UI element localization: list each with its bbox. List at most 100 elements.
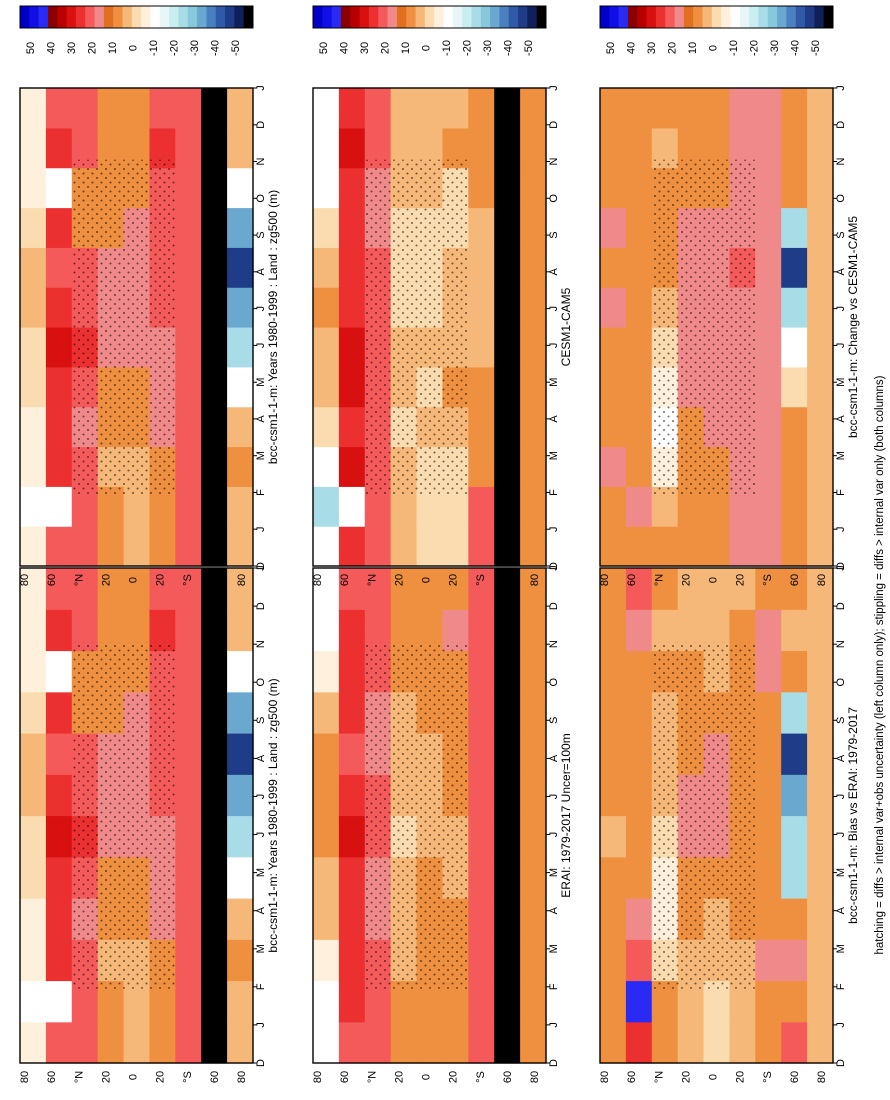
heatmap-cell: [468, 526, 495, 567]
colorbar-tick-label: -30: [769, 40, 781, 56]
heatmap-cell: [468, 127, 495, 169]
heatmap-cell: [175, 446, 202, 487]
month-tick-label: J: [255, 1022, 267, 1028]
heatmap-cell: [755, 446, 782, 487]
heatmap-cell: [494, 406, 521, 448]
heatmap-cell: [807, 406, 834, 448]
month-tick-label: S: [835, 231, 847, 238]
heatmap-cell: [494, 366, 521, 408]
heatmap-cell: [227, 207, 254, 248]
colorbar-tick-label: 30: [359, 42, 371, 54]
heatmap-cell: [600, 167, 627, 209]
heatmap-cell: [201, 774, 228, 817]
heatmap-cell: [201, 815, 228, 858]
colorbar-tick-label: -40: [210, 40, 222, 56]
heatmap-cell: [20, 247, 47, 288]
heatmap-cell: [20, 650, 47, 693]
heatmap-cell: [338, 980, 366, 1023]
colorbar-swatch: [169, 6, 179, 28]
latitude-tick-label: 60: [339, 574, 351, 586]
heatmap-cell: [781, 898, 808, 940]
heatmap-cell: [390, 526, 418, 567]
heatmap-cell: [416, 568, 444, 610]
latitude-tick-label: °N: [653, 1071, 665, 1083]
heatmap-cell: [520, 898, 547, 940]
heatmap-cell: [625, 446, 653, 487]
colorbar-frame: [312, 5, 547, 29]
panel-frame: [599, 87, 834, 567]
heatmap-cell: [175, 815, 202, 858]
latitude-tick-label: °S: [475, 1071, 487, 1083]
heatmap-cell: [781, 733, 808, 775]
colorbar-swatch: [197, 6, 207, 28]
colorbar-frame: [19, 5, 254, 29]
heatmap-cell: [71, 88, 99, 129]
heatmap-cell: [468, 691, 495, 734]
heatmap-cell: [201, 856, 228, 899]
panel-title: CESM1-CAM5: [559, 287, 573, 366]
heatmap-cell: [20, 287, 47, 328]
heatmap-cell: [807, 568, 834, 610]
month-tick-label: J: [548, 832, 560, 838]
heatmap-cell: [494, 287, 521, 328]
heatmap-cell: [807, 526, 834, 567]
heatmap-cell: [201, 486, 228, 527]
heatmap-cell: [227, 650, 254, 693]
heatmap-cell: [781, 650, 808, 693]
heatmap-cell: [625, 486, 653, 527]
latitude-tick-label: 20: [448, 1071, 460, 1083]
heatmap-cell: [20, 486, 47, 527]
colorbar-tick-label: -30: [482, 40, 494, 56]
heatmap-cell: [338, 856, 366, 899]
heatmap-cell: [494, 856, 521, 899]
heatmap-cell: [807, 446, 834, 487]
heatmap-cell: [755, 939, 782, 982]
heatmap-cell: [45, 127, 73, 169]
heatmap-cell: [781, 327, 808, 368]
latitude-tick-label: 20: [155, 1071, 167, 1083]
colorbar-swatch: [85, 6, 96, 28]
heatmap-cell: [416, 1021, 444, 1064]
month-tick-label: M: [835, 868, 847, 877]
heatmap-cell: [781, 774, 808, 817]
heatmap-cell: [807, 366, 834, 408]
heatmap-cell: [468, 446, 495, 487]
latitude-tick-label: 60: [209, 1071, 221, 1083]
colorbar-swatch: [527, 6, 538, 28]
colorbar-swatch: [131, 6, 142, 28]
heatmap-cell: [600, 568, 627, 610]
heatmap-cell: [313, 446, 340, 487]
colorbar-swatch: [693, 6, 704, 28]
heatmap-cell: [729, 88, 756, 129]
heatmap-cell: [781, 526, 808, 567]
heatmap-cell: [175, 327, 202, 368]
heatmap-cell: [338, 127, 366, 169]
heatmap-cell: [97, 526, 125, 567]
heatmap-cell: [201, 568, 228, 610]
heatmap-cell: [600, 327, 627, 368]
heatmap-cell: [175, 733, 202, 775]
heatmap-cell: [468, 486, 495, 527]
latitude-tick-label: 80: [816, 1071, 828, 1083]
month-tick-label: J: [255, 832, 267, 838]
heatmap-cell: [227, 609, 254, 652]
latitude-tick-label: °N: [366, 574, 378, 586]
heatmap-cell: [703, 568, 731, 610]
colorbar-2: 50 40 30 20 10 0 -10 -20 -30 -40 -50: [312, 5, 547, 56]
heatmap-cell: [755, 980, 782, 1023]
colorbar-swatch: [637, 6, 648, 28]
month-tick-label: A: [548, 415, 560, 423]
heatmap-cell: [45, 167, 73, 209]
latitude-tick-label: °N: [653, 574, 665, 586]
heatmap-cell: [227, 526, 254, 567]
heatmap-cell: [442, 88, 469, 129]
latitude-tick-label: 80: [236, 574, 248, 586]
heatmap-cell: [807, 609, 834, 652]
heatmap-cell: [201, 650, 228, 693]
heatmap-cell: [227, 247, 254, 288]
heatmap-cell: [520, 980, 547, 1023]
heatmap-cell: [807, 650, 834, 693]
colorbar-swatch: [618, 6, 629, 28]
